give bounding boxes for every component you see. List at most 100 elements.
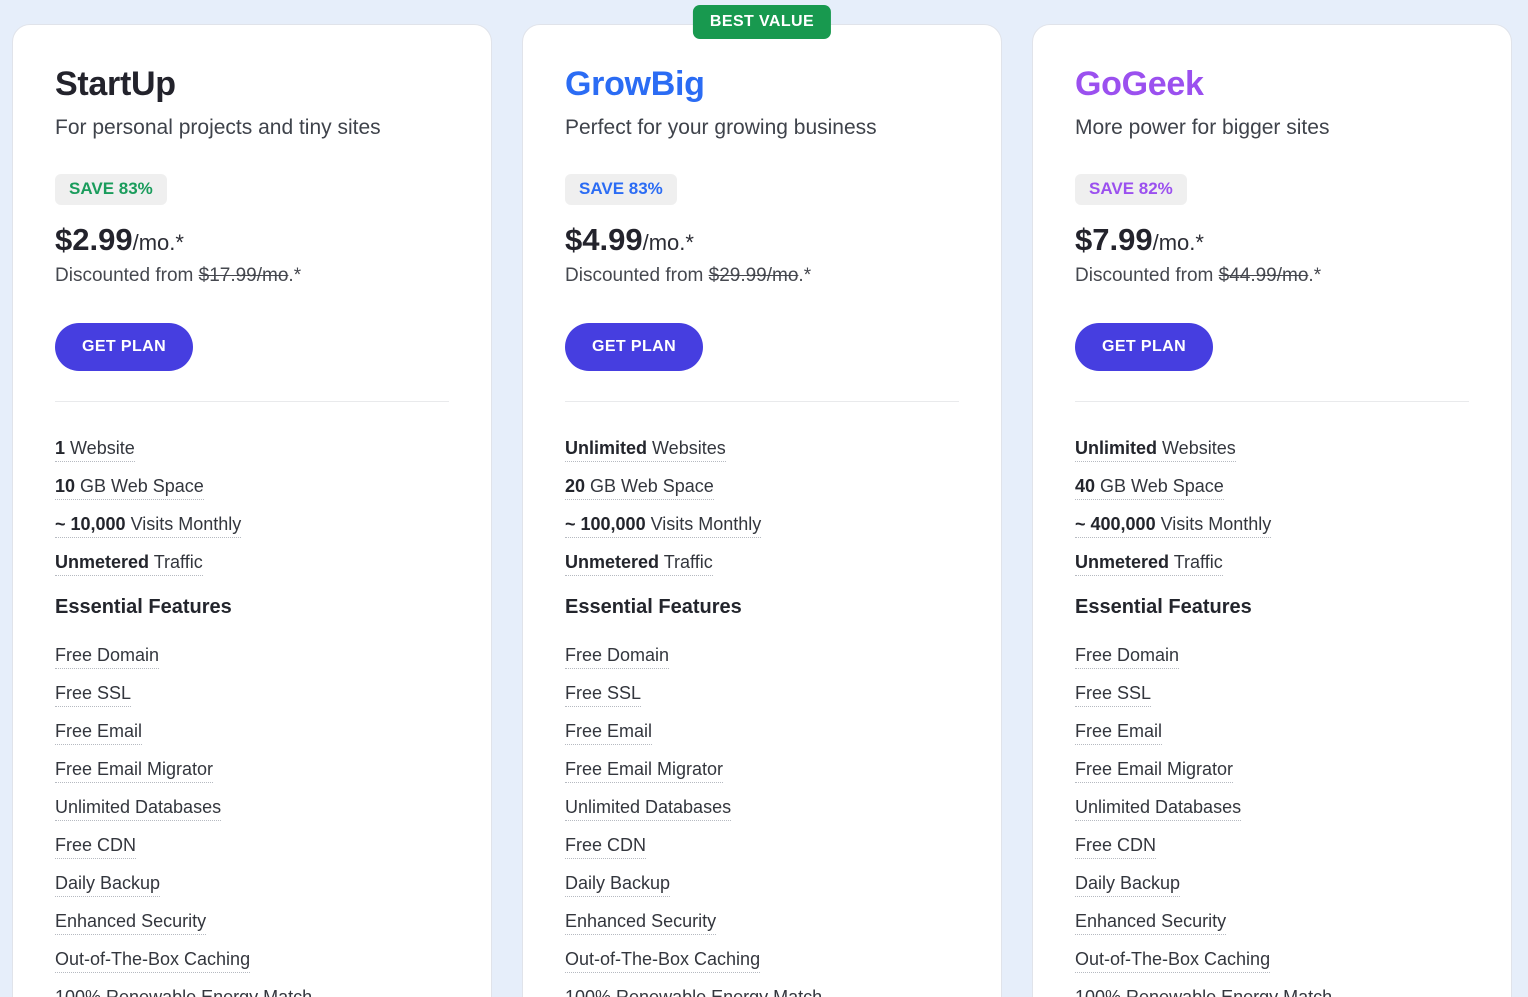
- feature-tooltip-text[interactable]: Free Email Migrator: [565, 759, 724, 783]
- feature-item: Free Domain: [1075, 645, 1469, 669]
- plan-card-gogeek: GoGeek More power for bigger sites SAVE …: [1032, 24, 1512, 997]
- spec-tooltip-text[interactable]: 10 GB Web Space: [55, 476, 204, 500]
- feature-tooltip-text[interactable]: 100% Renewable Energy Match: [1075, 987, 1332, 997]
- price-period: /mo.*: [1152, 230, 1204, 255]
- feature-tooltip-text[interactable]: Out-of-The-Box Caching: [55, 949, 251, 973]
- feature-tooltip-text[interactable]: 100% Renewable Energy Match: [55, 987, 312, 997]
- plan-tagline: For personal projects and tiny sites: [55, 116, 381, 139]
- essential-features-heading: Essential Features: [1075, 596, 1252, 618]
- spec-tooltip-text[interactable]: Unmetered Traffic: [1075, 552, 1223, 576]
- feature-tooltip-text[interactable]: Free Email: [55, 721, 143, 745]
- feature-item: Free Domain: [55, 645, 449, 669]
- plan-tagline: Perfect for your growing business: [565, 116, 877, 139]
- feature-tooltip-text[interactable]: Free SSL: [1075, 683, 1152, 707]
- feature-tooltip-text[interactable]: Daily Backup: [55, 873, 161, 897]
- spec-item: Unlimited Websites: [1075, 438, 1469, 462]
- feature-tooltip-text[interactable]: Free CDN: [565, 835, 647, 859]
- get-plan-button[interactable]: GET PLAN: [55, 323, 194, 371]
- feature-item: Free SSL: [55, 683, 449, 707]
- price-line: $2.99/mo.*: [55, 222, 449, 258]
- plan-features-list: Free Domain Free SSL Free Email Free Ema…: [1075, 645, 1469, 997]
- price-amount: $7.99: [1075, 222, 1153, 257]
- save-badge: SAVE 82%: [1075, 174, 1187, 205]
- divider: [1075, 401, 1469, 402]
- price-period: /mo.*: [132, 230, 184, 255]
- feature-tooltip-text[interactable]: Free CDN: [55, 835, 137, 859]
- save-badge: SAVE 83%: [55, 174, 167, 205]
- feature-tooltip-text[interactable]: Free Domain: [55, 645, 160, 669]
- feature-item: Free Email: [565, 721, 959, 745]
- price-line: $4.99/mo.*: [565, 222, 959, 258]
- feature-item: Enhanced Security: [565, 911, 959, 935]
- spec-item: 1 Website: [55, 438, 449, 462]
- feature-tooltip-text[interactable]: Unlimited Databases: [1075, 797, 1242, 821]
- spec-tooltip-text[interactable]: 1 Website: [55, 438, 135, 462]
- feature-tooltip-text[interactable]: Enhanced Security: [565, 911, 717, 935]
- feature-tooltip-text[interactable]: Out-of-The-Box Caching: [1075, 949, 1271, 973]
- feature-item: Unlimited Databases: [55, 797, 449, 821]
- feature-tooltip-text[interactable]: Unlimited Databases: [55, 797, 222, 821]
- feature-tooltip-text[interactable]: Daily Backup: [1075, 873, 1181, 897]
- spec-item: ~ 400,000 Visits Monthly: [1075, 514, 1469, 538]
- get-plan-button[interactable]: GET PLAN: [1075, 323, 1214, 371]
- feature-tooltip-text[interactable]: Out-of-The-Box Caching: [565, 949, 761, 973]
- feature-item: Free CDN: [565, 835, 959, 859]
- feature-tooltip-text[interactable]: Unlimited Databases: [565, 797, 732, 821]
- original-price: $44.99/mo: [1218, 265, 1309, 286]
- feature-item: Enhanced Security: [55, 911, 449, 935]
- spec-item: Unmetered Traffic: [55, 552, 449, 576]
- feature-tooltip-text[interactable]: Free SSL: [55, 683, 132, 707]
- spec-tooltip-text[interactable]: Unmetered Traffic: [55, 552, 203, 576]
- feature-tooltip-text[interactable]: Enhanced Security: [1075, 911, 1227, 935]
- spec-item: 20 GB Web Space: [565, 476, 959, 500]
- plan-card-growbig: BEST VALUE GrowBig Perfect for your grow…: [522, 5, 1002, 997]
- feature-item: Daily Backup: [565, 873, 959, 897]
- feature-tooltip-text[interactable]: Free Email: [1075, 721, 1163, 745]
- feature-item: 100% Renewable Energy Match: [55, 987, 449, 997]
- feature-item: Out-of-The-Box Caching: [565, 949, 959, 973]
- spec-tooltip-text[interactable]: ~ 10,000 Visits Monthly: [55, 514, 242, 538]
- feature-tooltip-text[interactable]: Enhanced Security: [55, 911, 207, 935]
- spec-item: ~ 10,000 Visits Monthly: [55, 514, 449, 538]
- divider: [55, 401, 449, 402]
- feature-tooltip-text[interactable]: Free Email: [565, 721, 653, 745]
- plan-specs-list: Unlimited Websites 20 GB Web Space ~ 100…: [565, 438, 959, 576]
- spec-tooltip-text[interactable]: 40 GB Web Space: [1075, 476, 1224, 500]
- price-period: /mo.*: [642, 230, 694, 255]
- feature-tooltip-text[interactable]: Free CDN: [1075, 835, 1157, 859]
- essential-features-heading: Essential Features: [565, 596, 742, 618]
- spec-tooltip-text[interactable]: Unmetered Traffic: [565, 552, 713, 576]
- spec-tooltip-text[interactable]: ~ 400,000 Visits Monthly: [1075, 514, 1272, 538]
- feature-item: Unlimited Databases: [1075, 797, 1469, 821]
- discount-prefix: Discounted from: [1075, 265, 1219, 286]
- plan-specs-list: Unlimited Websites 40 GB Web Space ~ 400…: [1075, 438, 1469, 576]
- feature-tooltip-text[interactable]: Free Domain: [1075, 645, 1180, 669]
- feature-tooltip-text[interactable]: 100% Renewable Energy Match: [565, 987, 822, 997]
- feature-item: Free Email Migrator: [565, 759, 959, 783]
- feature-tooltip-text[interactable]: Free Domain: [565, 645, 670, 669]
- get-plan-button[interactable]: GET PLAN: [565, 323, 704, 371]
- discount-line: Discounted from $44.99/mo.*: [1075, 265, 1469, 287]
- feature-tooltip-text[interactable]: Free Email Migrator: [55, 759, 214, 783]
- feature-item: Out-of-The-Box Caching: [1075, 949, 1469, 973]
- feature-tooltip-text[interactable]: Daily Backup: [565, 873, 671, 897]
- spec-tooltip-text[interactable]: ~ 100,000 Visits Monthly: [565, 514, 762, 538]
- plan-card-startup: StartUp For personal projects and tiny s…: [12, 24, 492, 997]
- spec-tooltip-text[interactable]: Unlimited Websites: [565, 438, 726, 462]
- feature-tooltip-text[interactable]: Free SSL: [565, 683, 642, 707]
- original-price-tail: .*: [1308, 265, 1322, 286]
- feature-tooltip-text[interactable]: Free Email Migrator: [1075, 759, 1234, 783]
- original-price: $29.99/mo: [708, 265, 799, 286]
- feature-item: Unlimited Databases: [565, 797, 959, 821]
- plan-features-list: Free Domain Free SSL Free Email Free Ema…: [565, 645, 959, 997]
- discount-line: Discounted from $29.99/mo.*: [565, 265, 959, 287]
- spec-tooltip-text[interactable]: 20 GB Web Space: [565, 476, 714, 500]
- feature-item: 100% Renewable Energy Match: [565, 987, 959, 997]
- spec-tooltip-text[interactable]: Unlimited Websites: [1075, 438, 1236, 462]
- feature-item: Out-of-The-Box Caching: [55, 949, 449, 973]
- plan-specs-list: 1 Website 10 GB Web Space ~ 10,000 Visit…: [55, 438, 449, 576]
- save-badge: SAVE 83%: [565, 174, 677, 205]
- feature-item: Daily Backup: [55, 873, 449, 897]
- discount-line: Discounted from $17.99/mo.*: [55, 265, 449, 287]
